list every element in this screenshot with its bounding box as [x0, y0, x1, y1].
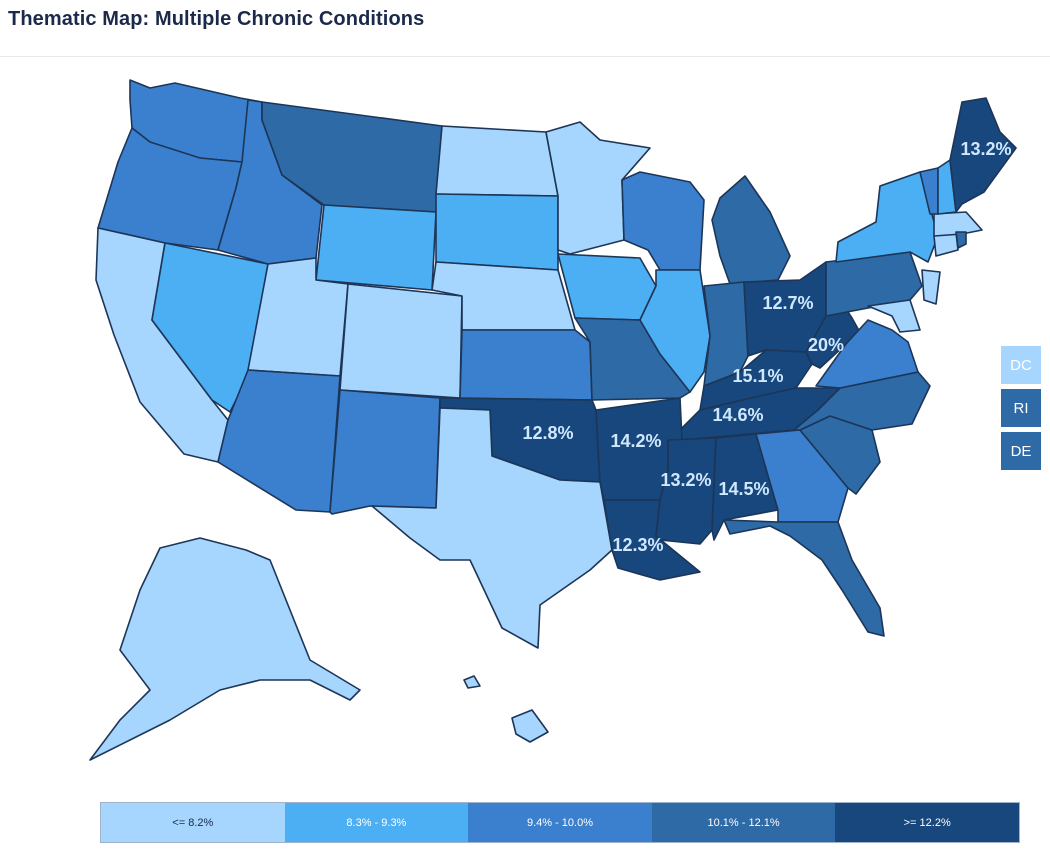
- state-nj[interactable]: [921, 269, 941, 305]
- state-hi[interactable]: [511, 709, 549, 743]
- state-tx[interactable]: [371, 407, 613, 649]
- page-title: Thematic Map: Multiple Chronic Condition…: [8, 8, 425, 30]
- state-md[interactable]: [867, 299, 921, 333]
- legend-label: 9.4% - 10.0%: [526, 816, 593, 829]
- state-va[interactable]: [815, 319, 919, 389]
- state-ma[interactable]: [933, 211, 983, 237]
- state-mi[interactable]: [711, 175, 791, 285]
- state-ia[interactable]: [557, 253, 657, 321]
- small-state-de[interactable]: DE: [1001, 432, 1041, 470]
- map-legend: <= 8.2% 8.3% - 9.3% 9.4% - 10.0% 10.1% -…: [100, 802, 1020, 843]
- state-co[interactable]: [339, 283, 463, 399]
- state-ak[interactable]: [89, 537, 361, 761]
- state-nm[interactable]: [329, 389, 441, 515]
- state-fl[interactable]: [723, 519, 885, 637]
- legend-label: 10.1% - 12.1%: [707, 816, 780, 829]
- small-state-code: DC: [1010, 356, 1032, 374]
- legend-item[interactable]: 10.1% - 12.1%: [651, 803, 836, 842]
- small-state-code: RI: [1013, 399, 1029, 417]
- state-il[interactable]: [639, 269, 711, 393]
- state-nd[interactable]: [435, 125, 559, 197]
- small-state-dc[interactable]: DC: [1001, 346, 1041, 384]
- header-bar: Thematic Map: Multiple Chronic Condition…: [0, 0, 1050, 57]
- legend-item[interactable]: <= 8.2%: [101, 803, 285, 842]
- legend-label: <= 8.2%: [172, 816, 214, 829]
- state-wy[interactable]: [315, 204, 437, 291]
- state-ri-map[interactable]: [955, 231, 967, 249]
- legend-item[interactable]: 8.3% - 9.3%: [284, 803, 469, 842]
- state-ks[interactable]: [459, 329, 593, 401]
- state-wi[interactable]: [621, 171, 705, 271]
- legend-label: 8.3% - 9.3%: [346, 816, 407, 829]
- small-state-ri[interactable]: RI: [1001, 389, 1041, 427]
- us-choropleth-map: 13.2% 12.7% 20% 15.1% 14.6% 12.8% 14.2% …: [89, 79, 1017, 761]
- legend-label: >= 12.2%: [903, 816, 951, 829]
- state-sd[interactable]: [435, 193, 559, 271]
- legend-item[interactable]: 9.4% - 10.0%: [468, 803, 652, 842]
- legend-item[interactable]: >= 12.2%: [835, 803, 1019, 842]
- state-nc[interactable]: [793, 371, 931, 431]
- state-az[interactable]: [217, 369, 341, 513]
- small-state-code: DE: [1010, 442, 1032, 460]
- state-me[interactable]: [949, 97, 1017, 213]
- state-hi-islands[interactable]: [463, 675, 481, 689]
